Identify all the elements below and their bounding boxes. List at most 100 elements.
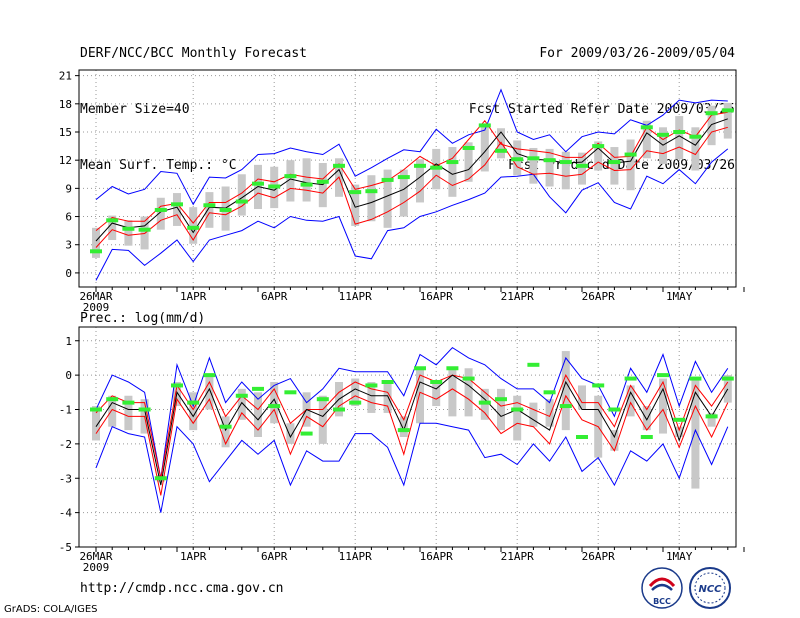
median-marker — [252, 181, 264, 186]
median-marker — [462, 376, 475, 381]
header-left: DERF/NCC/BCC Monthly Forecast Member Siz… — [80, 9, 307, 195]
median-marker — [397, 428, 410, 433]
spread-box — [189, 207, 198, 244]
median-marker — [608, 407, 621, 412]
median-marker — [495, 397, 507, 402]
median-marker — [640, 125, 653, 130]
median-marker — [543, 158, 556, 163]
x-tick-label: 26MAR — [79, 290, 112, 303]
median-marker — [219, 424, 232, 429]
median-marker — [171, 383, 183, 388]
spread-box — [545, 148, 554, 187]
y-tick-label: 0 — [65, 369, 72, 382]
median-marker — [397, 175, 410, 180]
median-marker — [495, 148, 507, 153]
spread-upper-line — [95, 111, 728, 231]
y-tick-label: -5 — [59, 541, 72, 554]
median-marker — [300, 182, 313, 187]
median-marker — [365, 189, 378, 194]
median-marker — [511, 407, 524, 412]
median-marker — [268, 184, 281, 189]
median-marker — [721, 376, 734, 381]
spread-lower-line — [95, 388, 729, 496]
median-marker — [673, 417, 686, 422]
spread-box — [723, 375, 732, 403]
median-marker — [511, 157, 524, 162]
chart-title: DERF/NCC/BCC Monthly Forecast — [80, 46, 307, 61]
temp-panel-title: Mean Surf. Temp.: °C — [80, 158, 237, 173]
spread-box — [578, 152, 586, 185]
spread-box — [707, 412, 716, 427]
ncc-logo-text: NCC — [698, 584, 722, 595]
median-marker — [705, 111, 718, 116]
min-line — [95, 422, 729, 513]
median-marker — [154, 476, 167, 481]
ncc-logo-icon: NCC — [689, 567, 731, 609]
spread-box — [173, 193, 181, 226]
spread-box — [108, 215, 117, 241]
median-marker — [478, 400, 491, 405]
y-tick-label: 1 — [65, 335, 72, 348]
median-marker — [640, 435, 653, 439]
y-tick-label: 15 — [59, 126, 72, 139]
spread-box — [221, 416, 230, 448]
x-tick-label: 16APR — [420, 290, 453, 303]
median-marker — [559, 160, 572, 165]
spread-box — [237, 388, 246, 420]
median-marker — [171, 202, 183, 207]
x-tick-label: 6APR — [261, 290, 288, 303]
x-tick-label: 1MAY — [666, 290, 693, 303]
spread-box — [124, 395, 133, 431]
median-marker — [203, 373, 216, 378]
x-tick-label: 6APR — [261, 550, 288, 563]
median-marker — [624, 152, 637, 157]
spread-box — [675, 116, 684, 160]
median-marker — [349, 190, 362, 195]
ensemble-mean-line — [95, 118, 728, 242]
x-tick-label: 16APR — [420, 550, 453, 563]
spread-box — [124, 220, 133, 246]
spread-box — [610, 430, 619, 451]
median-marker — [446, 366, 459, 371]
spread-box — [189, 392, 198, 431]
spread-box — [367, 175, 376, 222]
spread-box — [561, 151, 570, 190]
spread-box — [691, 127, 700, 171]
x-tick-label: 11APR — [339, 290, 372, 303]
median-marker — [90, 407, 102, 412]
median-marker — [316, 397, 329, 402]
spread-box — [205, 192, 214, 228]
spread-box — [497, 388, 505, 431]
median-marker — [316, 179, 329, 184]
median-marker — [268, 404, 281, 409]
x-tick-year-label: 2009 — [83, 561, 110, 574]
median-marker — [284, 390, 297, 395]
spread-box — [351, 184, 360, 226]
y-tick-label: 9 — [65, 182, 72, 195]
spread-box — [383, 169, 392, 228]
median-marker — [252, 386, 264, 391]
x-tick-label: 26APR — [582, 550, 615, 563]
spread-box — [529, 147, 538, 184]
spread-box — [92, 406, 100, 441]
spread-box — [464, 142, 473, 182]
median-marker — [673, 130, 686, 134]
spread-box — [399, 416, 408, 437]
grads-credit: GrADS: COLA/IGES — [4, 604, 98, 615]
median-marker — [721, 108, 734, 113]
spread-box — [610, 147, 619, 185]
plot-frame — [78, 69, 737, 288]
spread-box — [464, 368, 473, 417]
median-marker — [187, 225, 200, 230]
median-marker — [478, 123, 491, 128]
median-marker — [430, 165, 443, 170]
median-marker — [284, 174, 297, 179]
source-url[interactable]: http://cmdp.ncc.cma.gov.cn — [80, 581, 284, 596]
spread-box — [529, 402, 538, 427]
spread-box — [545, 399, 554, 427]
spread-upper-line — [95, 373, 729, 479]
spread-box — [351, 378, 360, 407]
